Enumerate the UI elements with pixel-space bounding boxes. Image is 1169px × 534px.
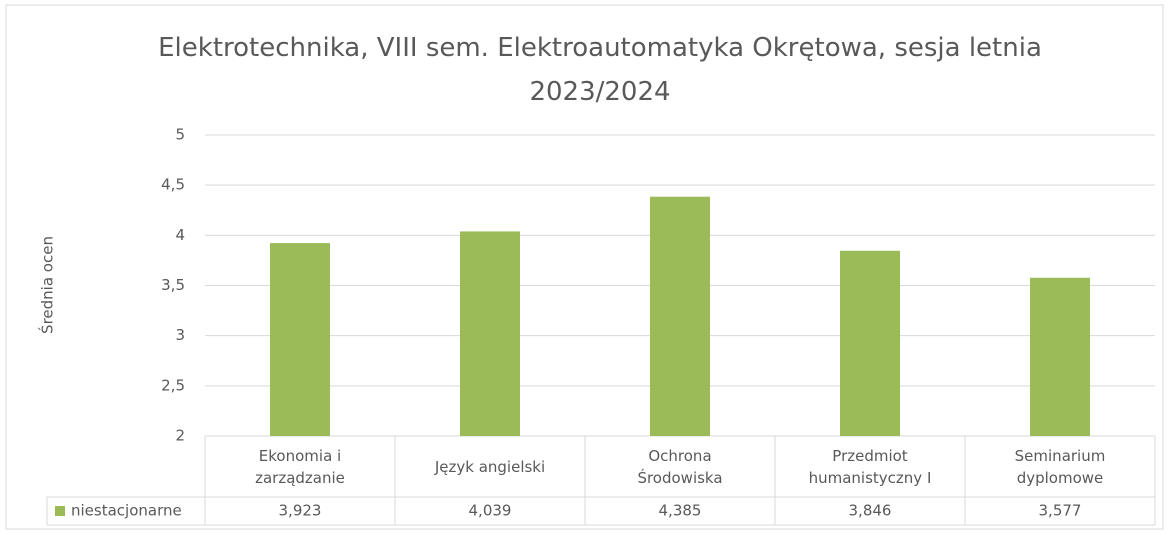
x-tick-label: Przedmiot humanistyczny I <box>808 446 932 487</box>
x-tick-label-box: Seminarium dyplomowe <box>1014 446 1106 487</box>
x-tick-label: Język angielski <box>434 457 546 476</box>
x-tick-label: Ochrona Środowiska <box>637 446 723 487</box>
y-tick-label: 3,5 <box>161 276 185 294</box>
y-tick-label: 2,5 <box>161 376 185 394</box>
table-value: 3,923 <box>279 502 322 520</box>
x-tick-label-box: Przedmiot humanistyczny I <box>808 446 932 487</box>
bar <box>1030 277 1090 436</box>
table-value: 4,385 <box>659 502 702 520</box>
legend-swatch <box>55 506 65 516</box>
y-tick-label: 4 <box>175 226 185 244</box>
y-tick-label: 2 <box>175 427 185 445</box>
title-box: Elektrotechnika, VIII sem. Elektroautoma… <box>158 33 1042 107</box>
bar <box>270 243 330 436</box>
legend-label: niestacjonarne <box>71 502 182 520</box>
y-tick-label: 3 <box>175 326 185 344</box>
x-tick-label-box: Ochrona Środowiska <box>637 446 723 487</box>
y-axis-label: Średnia ocen <box>38 236 57 334</box>
y-tick-label: 4,5 <box>161 176 185 194</box>
table-value: 3,577 <box>1039 502 1082 520</box>
x-tick-label: Seminarium dyplomowe <box>1014 446 1106 487</box>
bar <box>840 250 900 436</box>
x-tick-label: Ekonomia i zarządzanie <box>255 446 345 487</box>
x-tick-label-box: Język angielski <box>434 457 546 476</box>
x-tick-label-box: Ekonomia i zarządzanie <box>255 446 345 487</box>
chart-title: Elektrotechnika, VIII sem. Elektroautoma… <box>158 33 1042 107</box>
table-value: 4,039 <box>469 502 512 520</box>
bar <box>650 196 710 436</box>
table-value: 3,846 <box>849 502 892 520</box>
y-tick-label: 5 <box>175 126 185 144</box>
bar <box>460 231 520 436</box>
